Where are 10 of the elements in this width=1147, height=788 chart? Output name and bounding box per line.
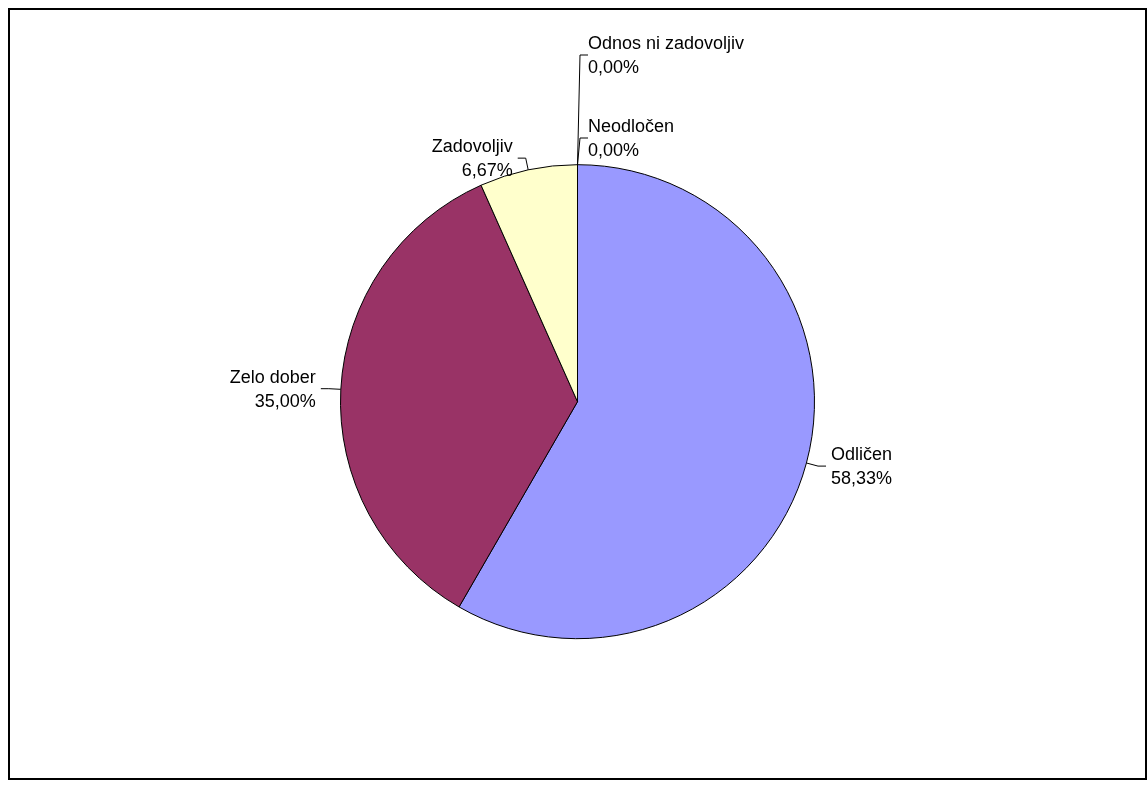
slice-label: Zelo dober: [229, 366, 316, 387]
data-label: 6,67%: [461, 160, 513, 181]
text: 0,00%: [588, 57, 640, 77]
category-label: Odnos ni zadovoljiv: [588, 33, 745, 53]
data-label: 58,33%: [831, 468, 893, 489]
data-label: 35,00%: [254, 390, 316, 411]
category-label: Neodločen: [588, 116, 675, 136]
slice-label: Zadovoljiv: [431, 136, 513, 157]
text: 0,00%: [588, 140, 640, 160]
slice-label: Odličen: [831, 444, 893, 465]
